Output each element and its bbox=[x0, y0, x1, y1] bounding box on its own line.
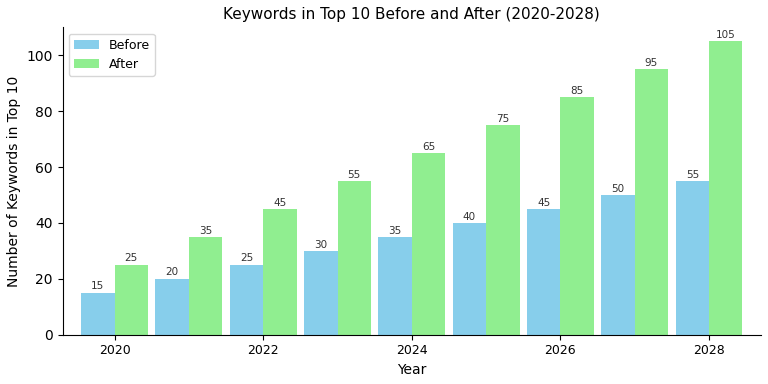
Text: 95: 95 bbox=[645, 58, 658, 68]
Bar bbox=[709, 41, 743, 335]
Legend: Before, After: Before, After bbox=[69, 33, 155, 76]
Bar bbox=[452, 223, 486, 335]
Text: 15: 15 bbox=[91, 281, 104, 291]
Title: Keywords in Top 10 Before and After (2020-2028): Keywords in Top 10 Before and After (202… bbox=[223, 7, 601, 22]
Text: 30: 30 bbox=[314, 240, 327, 250]
Text: 40: 40 bbox=[463, 212, 476, 222]
Text: 50: 50 bbox=[611, 184, 624, 194]
Text: 85: 85 bbox=[571, 86, 584, 96]
Text: 25: 25 bbox=[124, 253, 138, 263]
Bar bbox=[263, 209, 296, 335]
Bar bbox=[412, 153, 445, 335]
Text: 25: 25 bbox=[240, 253, 253, 263]
Bar bbox=[189, 237, 223, 335]
Text: 55: 55 bbox=[348, 170, 361, 180]
Text: 65: 65 bbox=[422, 142, 435, 152]
Bar bbox=[634, 69, 668, 335]
Bar bbox=[337, 181, 371, 335]
X-axis label: Year: Year bbox=[397, 363, 426, 377]
Text: 20: 20 bbox=[166, 268, 179, 278]
Bar bbox=[230, 265, 263, 335]
Text: 35: 35 bbox=[389, 225, 402, 235]
Text: 105: 105 bbox=[716, 30, 736, 40]
Text: 45: 45 bbox=[537, 198, 551, 208]
Y-axis label: Number of Keywords in Top 10: Number of Keywords in Top 10 bbox=[7, 75, 21, 286]
Bar bbox=[486, 125, 520, 335]
Bar bbox=[379, 237, 412, 335]
Bar bbox=[114, 265, 148, 335]
Text: 45: 45 bbox=[273, 198, 286, 208]
Text: 35: 35 bbox=[199, 225, 212, 235]
Bar bbox=[155, 279, 189, 335]
Bar bbox=[561, 97, 594, 335]
Bar bbox=[676, 181, 709, 335]
Text: 75: 75 bbox=[496, 114, 509, 124]
Bar bbox=[601, 195, 634, 335]
Bar bbox=[304, 251, 337, 335]
Bar bbox=[527, 209, 561, 335]
Text: 55: 55 bbox=[686, 170, 699, 180]
Bar bbox=[81, 293, 114, 335]
